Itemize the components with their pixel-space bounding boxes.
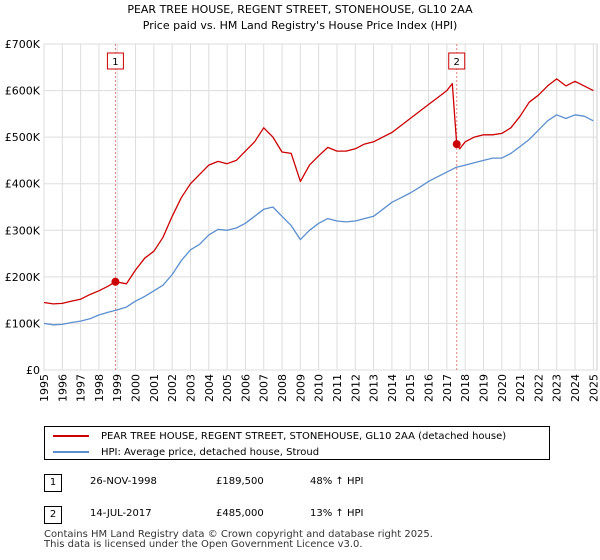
x-tick-label: 2018 [459,374,472,402]
x-tick-label: 2022 [532,374,545,402]
sale-date: 26-NOV-1998 [90,476,157,487]
legend-label-property: PEAR TREE HOUSE, REGENT STREET, STONEHOU… [101,430,507,442]
plot-area [43,43,598,371]
hpi-line [43,114,594,326]
sale-date: 14-JUL-2017 [90,508,152,519]
x-tick-label: 2014 [386,374,399,402]
sale-1-point [111,277,120,286]
sale-hpi-change: 48% ↑ HPI [310,476,364,487]
x-tick-label: 2015 [404,374,417,402]
y-tick-label: £100K [5,317,41,330]
sale-hpi-change: 13% ↑ HPI [310,508,364,519]
x-tick-label: 2008 [276,374,289,402]
x-tick-label: 2010 [313,374,326,402]
sale-2-point [452,140,461,149]
x-tick-label: 2016 [423,374,436,402]
y-tick-label: £700K [5,38,41,51]
x-tick-label: 2021 [514,374,527,402]
x-tick-label: 2023 [551,374,564,402]
price-chart: PEAR TREE HOUSE, REGENT STREET, STONEHOU… [5,3,600,402]
x-tick-label: 2019 [477,374,490,402]
sale-number: 2 [44,506,62,524]
legend-label-hpi: HPI: Average price, detached house, Stro… [101,446,320,458]
legend-swatch-property [53,435,89,437]
property-price-line [43,78,594,305]
y-tick-label: £600K [5,85,41,98]
sale-price: £485,000 [216,508,264,519]
y-tick-label: £500K [5,131,41,144]
x-tick-label: 1996 [56,374,69,402]
x-tick-label: 2003 [184,374,197,402]
x-tick-label: 2009 [294,374,307,402]
x-tick-label: 2025 [587,374,600,402]
chart-subtitle: Price paid vs. HM Land Registry's House … [143,19,458,32]
x-tick-label: 2007 [258,374,271,402]
sale-number: 1 [44,474,62,492]
legend-item-property: PEAR TREE HOUSE, REGENT STREET, STONEHOU… [53,428,506,444]
sale-1-badge-label: 1 [112,57,118,68]
legend-item-hpi: HPI: Average price, detached house, Stro… [53,444,319,460]
sale-2-badge-label: 2 [454,57,460,68]
x-tick-label: 2013 [368,374,381,402]
sale-1-badge [106,52,124,70]
footer-copyright: Contains HM Land Registry data © Crown c… [44,529,433,540]
x-tick-label: 2002 [166,374,179,402]
sale-price: £189,500 [216,476,264,487]
y-tick-label: £200K [5,271,41,284]
footer-licence: This data is licensed under the Open Gov… [44,539,363,550]
chart-title: PEAR TREE HOUSE, REGENT STREET, STONEHOU… [127,3,473,16]
legend-swatch-hpi [53,451,89,453]
x-tick-label: 2001 [148,374,161,402]
x-tick-label: 2004 [203,374,216,402]
x-tick-label: 1999 [111,374,124,402]
sale-2-badge [448,52,466,70]
y-tick-label: £400K [5,178,41,191]
footer: Contains HM Land Registry data © Crown c… [44,530,433,550]
x-tick-label: 2024 [569,374,582,402]
x-tick-label: 2011 [331,374,344,402]
x-tick-label: 1998 [93,374,106,402]
x-tick-label: 2017 [441,374,454,402]
x-tick-label: 2000 [130,374,143,402]
y-tick-label: £0 [26,364,40,377]
y-tick-label: £300K [5,224,41,237]
x-tick-label: 1997 [75,374,88,402]
legend: PEAR TREE HOUSE, REGENT STREET, STONEHOU… [44,426,550,460]
x-tick-label: 2012 [349,374,362,402]
x-tick-label: 2005 [221,374,234,402]
x-tick-label: 1995 [38,374,51,402]
x-tick-label: 2006 [239,374,252,402]
x-tick-label: 2020 [496,374,509,402]
